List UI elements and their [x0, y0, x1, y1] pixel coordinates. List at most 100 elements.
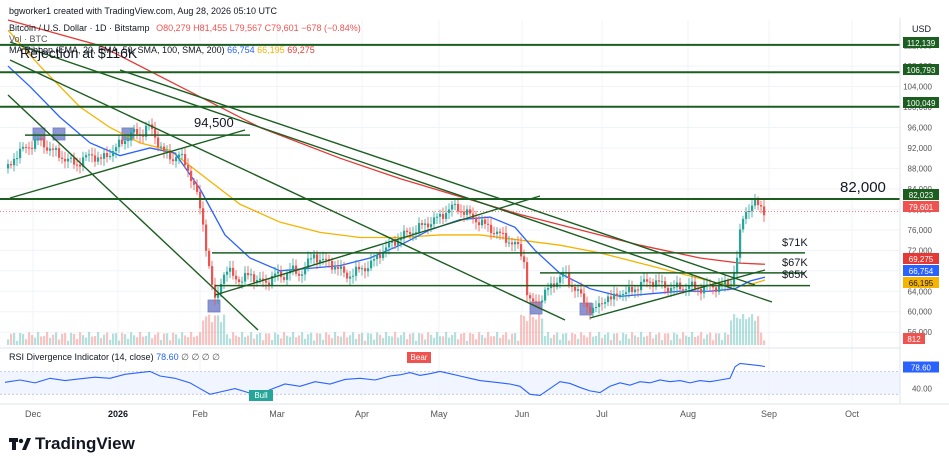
volume-bar	[388, 336, 391, 345]
candle-body	[64, 158, 67, 162]
volume-bar	[373, 339, 376, 345]
volume-bar	[409, 333, 412, 345]
candle-body	[211, 266, 214, 285]
volume-bar	[214, 315, 217, 345]
volume-bar	[598, 332, 601, 345]
time-axis[interactable]: Dec 2026 Feb Mar Apr May Jun Jul Aug Sep Oct	[0, 403, 949, 419]
candle-body	[751, 205, 754, 212]
candle-body	[520, 244, 523, 257]
volume-bar	[616, 333, 619, 345]
volume-bar	[187, 337, 190, 345]
volume-bars	[7, 314, 766, 345]
volume-bar	[109, 339, 112, 345]
volume-bar	[199, 332, 202, 345]
highlight-box	[52, 127, 66, 141]
candle-body	[40, 138, 43, 140]
volume-bar	[139, 332, 142, 345]
volume-bar	[289, 336, 292, 345]
candle-body	[607, 296, 610, 303]
volume-bar	[106, 332, 109, 345]
candle-body	[79, 164, 82, 167]
price-tag-label: 82,023	[909, 191, 934, 200]
volume-bar	[211, 322, 214, 345]
price-tag-label: 112,139	[907, 39, 936, 48]
volume-bar	[331, 338, 334, 345]
candle-body	[667, 287, 670, 293]
rsi-band	[0, 371, 900, 395]
candle-body	[313, 254, 316, 259]
volume-bar	[463, 332, 466, 345]
volume-bar	[619, 340, 622, 345]
x-tick-label: Sep	[761, 409, 777, 419]
tradingview-logo[interactable]: TradingView	[9, 434, 135, 454]
volume-bar	[307, 334, 310, 345]
candle-body	[418, 223, 421, 233]
candle-body	[91, 154, 94, 156]
candle-body	[436, 216, 439, 218]
volume-bar	[700, 332, 703, 345]
candle-body	[184, 154, 187, 166]
volume-bar	[67, 340, 70, 345]
candle-body	[397, 240, 400, 246]
volume-bar	[73, 333, 76, 345]
price-tag	[903, 277, 939, 288]
candle-body	[253, 274, 256, 283]
price-tag	[903, 189, 939, 200]
x-tick-label: Feb	[192, 409, 208, 419]
candle-body	[646, 279, 649, 282]
bear-marker-label: Bear	[411, 353, 428, 362]
price-axis[interactable]: 56,00060,00064,00068,00072,00076,00080,0…	[899, 18, 939, 404]
candle-body	[160, 146, 163, 148]
candle-body	[268, 282, 271, 286]
candle-body	[25, 146, 28, 148]
volume-bar	[577, 338, 580, 345]
candle-body	[523, 256, 526, 263]
candle-body	[454, 203, 457, 205]
volume-bar	[442, 336, 445, 345]
volume-bar	[178, 338, 181, 345]
volume-bar	[202, 320, 205, 345]
x-tick-label: 2026	[108, 409, 128, 419]
candle-body	[22, 146, 25, 149]
candle-body	[262, 278, 265, 281]
candle-body	[736, 257, 739, 273]
candle-body	[385, 247, 388, 252]
candle-body	[43, 139, 46, 148]
candle-body	[610, 296, 613, 300]
volume-bar	[205, 316, 208, 345]
volume-bar	[127, 338, 130, 345]
volume-bar	[751, 314, 754, 345]
moving-averages	[7, 19, 766, 298]
volume-bar	[49, 337, 52, 345]
y-tick-label: 92,000	[908, 144, 933, 153]
volume-bar	[523, 315, 526, 345]
candle-body	[265, 280, 268, 283]
candle-body	[619, 294, 622, 296]
candle-body	[592, 307, 595, 314]
candle-body	[514, 241, 517, 245]
volume-bar	[727, 334, 730, 345]
volume-bar	[97, 332, 100, 345]
volume-bar	[349, 335, 352, 345]
price-tag-label: 69,275	[909, 255, 934, 264]
rsi-line	[4, 362, 766, 396]
volume-bar	[586, 337, 589, 345]
volume-bar	[22, 333, 25, 345]
volume-bar	[166, 333, 169, 345]
candle-body	[469, 209, 472, 214]
volume-bar	[652, 338, 655, 345]
candle-body	[343, 266, 346, 273]
volume-bar	[235, 335, 238, 345]
volume-bar	[16, 340, 19, 345]
candle-body	[526, 262, 529, 296]
candle-body	[655, 280, 658, 288]
candle-body	[478, 222, 481, 226]
candle-body	[481, 219, 484, 226]
volume-bar	[10, 333, 13, 345]
rsi-name: RSI Divergence Indicator (14, close)	[9, 352, 154, 362]
volume-bar	[229, 338, 232, 345]
volume-bar	[391, 336, 394, 345]
candle-body	[166, 151, 169, 153]
volume-bar	[91, 336, 94, 345]
